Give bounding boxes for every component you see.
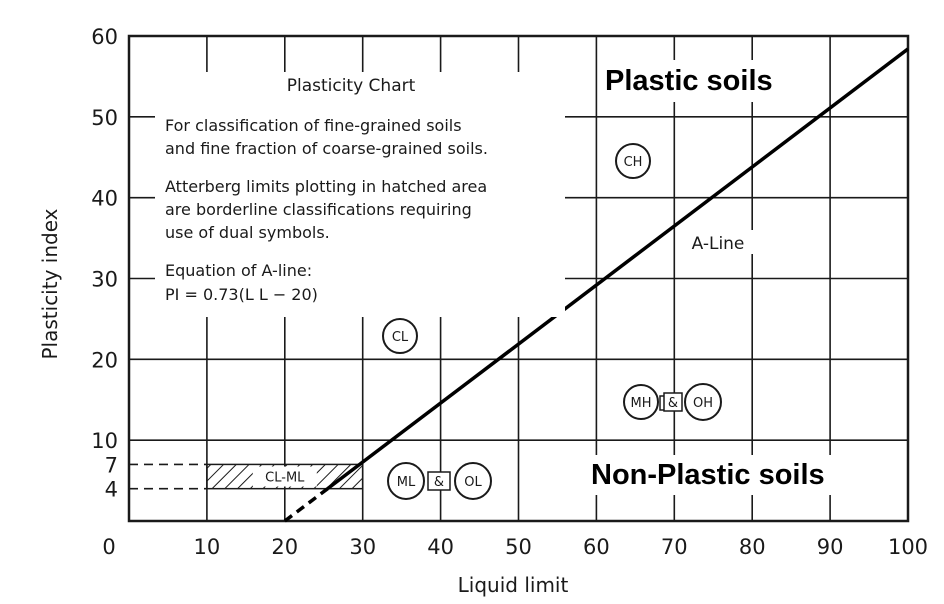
x-tick-label: 30	[349, 535, 376, 559]
symbol-mh-oh: MH & OH	[623, 383, 722, 421]
a-line	[326, 47, 910, 491]
y-tick-label: 4	[105, 478, 118, 502]
x-tick-label: 50	[505, 535, 532, 559]
y-tick-label: 40	[91, 187, 118, 211]
cl-ml-label: CL-ML	[265, 471, 305, 486]
a-line-extension	[283, 487, 329, 523]
x-tick-label: 90	[817, 535, 844, 559]
symbol-cl: CL	[382, 318, 418, 354]
reference-lines	[129, 463, 207, 490]
x-tick-label: 0	[102, 535, 115, 559]
non-plastic-label-bg	[588, 455, 850, 495]
non-plastic-soils-label: Non-Plastic soils	[591, 459, 825, 491]
plot-frame	[127, 34, 910, 523]
notes-background	[155, 72, 565, 317]
y-axis-label: Plasticity index	[38, 208, 62, 359]
y-tick-label: 60	[91, 25, 118, 49]
ch-label: CH	[624, 155, 643, 170]
symbol-ml-ol: ML & OL	[387, 462, 492, 500]
note-line: use of dual symbols.	[165, 223, 330, 242]
y-tick-label: 50	[91, 106, 118, 130]
y-tick-label: 10	[91, 429, 118, 453]
plastic-label-bg	[600, 60, 795, 102]
cl-ml-zone: CL-ML	[206, 463, 364, 490]
y-tick-label: 30	[91, 268, 118, 292]
x-tick-label: 20	[271, 535, 298, 559]
note-line: For classification of fine-grained soils	[165, 116, 462, 135]
x-tick-label: 70	[661, 535, 688, 559]
plastic-soils-label: Plastic soils	[605, 65, 773, 97]
note-line: PI = 0.73(L L − 20)	[165, 285, 318, 304]
y-tick-labels: 10 20 30 40 50 60 47	[91, 25, 118, 502]
a-line-label-bg	[682, 230, 754, 254]
a-line-label: A-Line	[692, 234, 745, 254]
ml-ol-amp: &	[434, 475, 444, 490]
notes-title: Plasticity Chart	[287, 76, 416, 96]
x-axis-label: Liquid limit	[458, 573, 569, 597]
x-tick-labels: 0 10 20 30 40 50 60 70 80 90 100	[102, 535, 928, 559]
y-tick-label: 7	[105, 453, 118, 477]
note-line: are borderline classifications requiring	[165, 200, 472, 219]
x-tick-label: 60	[583, 535, 610, 559]
cl-label: CL	[392, 330, 409, 345]
oh-label: OH	[693, 396, 713, 411]
x-tick-label: 80	[739, 535, 766, 559]
note-line: and fine fraction of coarse-grained soil…	[165, 139, 488, 158]
mh-label: MH	[631, 396, 652, 411]
x-tick-label: 10	[194, 535, 221, 559]
note-line: Equation of A-line:	[165, 261, 312, 280]
x-tick-label: 40	[427, 535, 454, 559]
mh-oh-amp: &	[668, 396, 678, 411]
symbol-ch: CH	[615, 143, 651, 179]
note-line: Atterberg limits plotting in hatched are…	[165, 177, 487, 196]
x-tick-label: 100	[888, 535, 928, 559]
cl-ml-label-bg	[252, 466, 317, 487]
ml-label: ML	[397, 475, 416, 490]
ol-label: OL	[464, 475, 482, 490]
y-tick-label: 20	[91, 348, 118, 372]
